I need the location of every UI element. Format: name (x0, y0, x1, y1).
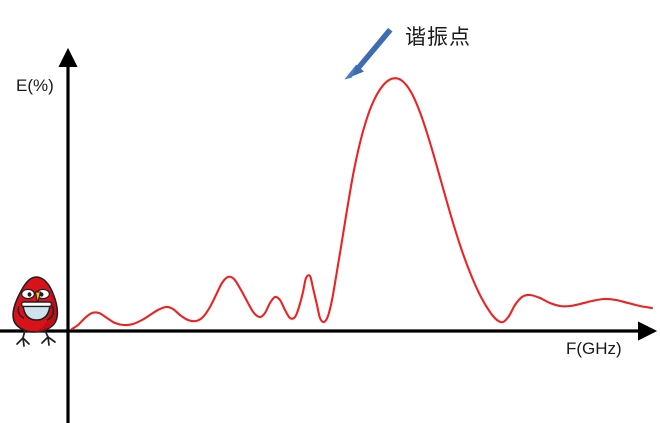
resonance-point-annotation-label: 谐振点 (405, 25, 471, 49)
mascot-arm-left (17, 305, 25, 319)
mascot-beak (34, 291, 42, 304)
x-axis-label: F(GHz) (566, 339, 622, 358)
mascot-bowl-rim (20, 301, 53, 308)
mascot-arm-right (46, 305, 55, 321)
axes-group (0, 47, 658, 423)
response-curve (70, 77, 654, 331)
mascot-pupil-left (27, 292, 32, 297)
y-axis-label: E(%) (16, 76, 54, 95)
annotation-arrow-icon (344, 28, 393, 80)
red-bird-with-bowl-icon (12, 276, 59, 347)
mascot-body-shade (35, 288, 57, 332)
mascot-bowl (22, 304, 51, 321)
